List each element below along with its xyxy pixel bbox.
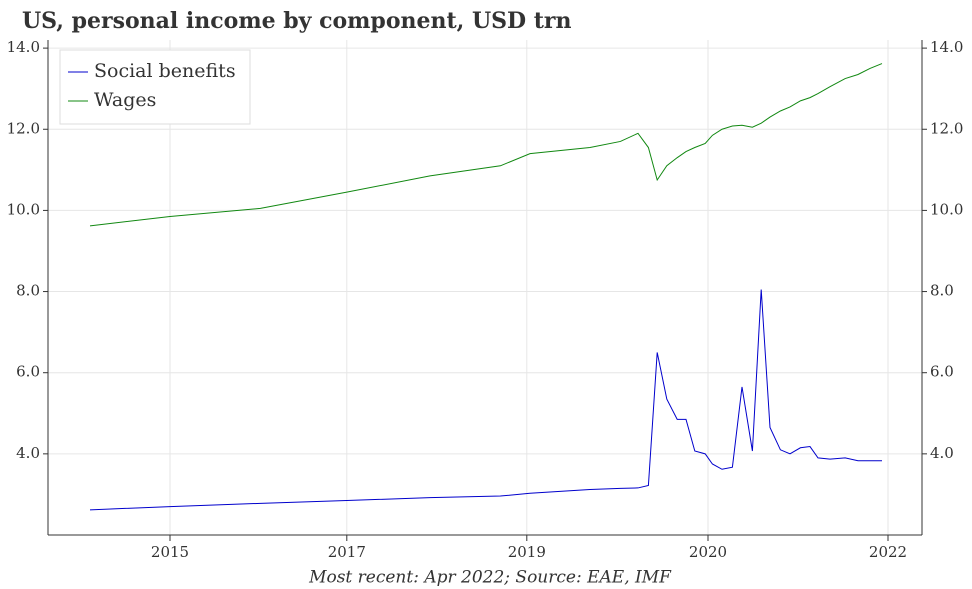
y-tick-label: 8.0 [16, 282, 40, 300]
footnote: Most recent: Apr 2022; Source: EAE, IMF [308, 568, 672, 588]
legend-label: Wages [94, 89, 156, 111]
x-tick-label: 2019 [508, 543, 546, 561]
x-tick-label: 2015 [151, 543, 189, 561]
y2-tick-label: 12.0 [930, 119, 963, 137]
x-tick-label: 2020 [689, 543, 727, 561]
legend-box [59, 49, 251, 125]
x-tick-label: 2017 [328, 543, 366, 561]
series-line [89, 289, 882, 511]
legend-label: Social benefits [94, 60, 236, 82]
chart-title: US, personal income by component, USD tr… [22, 8, 572, 34]
y-tick-label: 6.0 [16, 363, 40, 381]
y2-tick-label: 14.0 [930, 38, 963, 56]
series-line [89, 63, 883, 227]
y2-tick-label: 4.0 [930, 444, 954, 462]
y2-tick-label: 10.0 [930, 200, 963, 218]
y-tick-label: 14.0 [7, 38, 40, 56]
y2-tick-label: 8.0 [930, 282, 954, 300]
y-tick-label: 12.0 [7, 119, 40, 137]
y-tick-label: 4.0 [16, 444, 40, 462]
y-tick-label: 10.0 [7, 200, 40, 218]
x-tick-label: 2022 [869, 543, 907, 561]
y2-tick-label: 6.0 [930, 363, 954, 381]
